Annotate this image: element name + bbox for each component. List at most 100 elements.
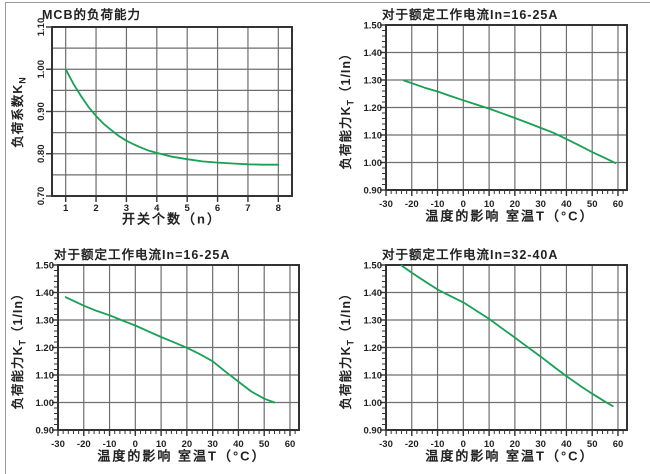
plot-frame bbox=[385, 24, 628, 191]
x-tick-label: -30 bbox=[379, 199, 393, 210]
y-tick-label: 1.00 bbox=[364, 398, 383, 409]
y-tick-label: 1.50 bbox=[364, 261, 383, 272]
chart-derating-in16-25a-top: -30 -20 -10 0 10 20 30 40 50 60 0.90 1.00 1.10 1.20 1.… bbox=[330, 0, 650, 235]
x-tick-label: 30 bbox=[535, 199, 546, 210]
x-tick-label: 8 bbox=[276, 203, 281, 214]
chart-title: MCB的负荷能力 bbox=[42, 8, 141, 22]
chart-derating-in16-25a-bottom: -30 -20 -10 0 10 20 30 40 50 60 0.90 1.00 1.10 1.20 1.… bbox=[2, 240, 322, 474]
x-tick-label: 50 bbox=[587, 199, 598, 210]
y-tick-label: 1.20 bbox=[364, 343, 383, 354]
chart-title: 对于额定工作电流In=16-25A bbox=[54, 248, 231, 262]
y-tick-label: 1.00 bbox=[36, 60, 47, 79]
plot-area: -30 -20 -10 0 10 20 30 40 50 60 0.90 1.00 1.10 1.20 1.… bbox=[36, 261, 300, 450]
x-tick-label: 10 bbox=[484, 439, 495, 450]
x-tick-label: 40 bbox=[561, 439, 572, 450]
y-tick-label: 1.00 bbox=[364, 158, 383, 169]
x-axis-label: 温度的影响 室温T（°C） bbox=[425, 208, 595, 224]
x-tick-label: 40 bbox=[561, 199, 572, 210]
x-tick-label: -10 bbox=[431, 439, 445, 450]
y-axis-label-suffix: （1/In） bbox=[10, 286, 25, 340]
y-axis-label: 负荷能力KT（1/In） bbox=[335, 46, 356, 169]
x-tick-label: -30 bbox=[51, 439, 65, 450]
y-axis-label: 负荷能力KT（1/In） bbox=[335, 286, 356, 409]
y-axis-label: 负荷系数KN bbox=[7, 76, 28, 148]
x-tick-label: 40 bbox=[233, 439, 244, 450]
x-tick-label: 2 bbox=[93, 203, 98, 214]
plot-frame bbox=[385, 264, 628, 431]
x-tick-label: 10 bbox=[156, 439, 167, 450]
y-axis-label-subscript: T bbox=[17, 339, 28, 346]
y-axis-label-subscript: T bbox=[345, 99, 356, 106]
y-tick-label: 1.10 bbox=[364, 131, 383, 142]
y-axis-label: 负荷能力KT（1/In） bbox=[7, 286, 28, 409]
x-tick-label: 20 bbox=[510, 439, 521, 450]
y-tick-label: 1.30 bbox=[36, 316, 55, 327]
plot-area: 1 2 3 4 5 6 7 8 0.70 0.80 0.90 1.00 1.10 bbox=[36, 18, 293, 214]
x-tick-label: -20 bbox=[405, 199, 419, 210]
x-tick-label: -10 bbox=[103, 439, 117, 450]
y-tick-label: 1.10 bbox=[364, 371, 383, 382]
x-tick-label: 4 bbox=[154, 203, 160, 214]
page-border-left bbox=[5, 2, 6, 474]
chart-derating-in32-40a: -30 -20 -10 0 10 20 30 40 50 60 0.90 1.00 1.10 1.20 1.… bbox=[330, 240, 650, 474]
data-curve bbox=[64, 68, 280, 166]
x-tick-label: 0 bbox=[133, 439, 138, 450]
y-axis-label-suffix: （1/In） bbox=[338, 286, 353, 340]
x-tick-label: 20 bbox=[510, 199, 521, 210]
x-tick-label: 10 bbox=[484, 199, 495, 210]
x-tick-label: 30 bbox=[207, 439, 218, 450]
page-border-top bbox=[5, 2, 650, 3]
y-tick-label: 0.70 bbox=[36, 187, 47, 206]
y-tick-label: 1.50 bbox=[364, 21, 383, 32]
y-tick-label: 1.20 bbox=[364, 103, 383, 114]
data-curve bbox=[400, 264, 614, 408]
y-axis-label-text: 负荷能力K bbox=[338, 105, 353, 170]
y-tick-label: 1.10 bbox=[36, 18, 47, 37]
x-tick-label: -20 bbox=[77, 439, 91, 450]
y-tick-label: 1.50 bbox=[36, 261, 55, 272]
data-curve bbox=[403, 79, 617, 165]
y-tick-label: 0.90 bbox=[36, 426, 55, 437]
x-axis-label: 开关个数（n） bbox=[122, 211, 222, 227]
x-tick-label: -30 bbox=[379, 439, 393, 450]
chart-title: 对于额定工作电流In=32-40A bbox=[382, 248, 559, 262]
y-tick-label: 1.00 bbox=[36, 398, 55, 409]
y-tick-label: 0.80 bbox=[36, 145, 47, 164]
x-tick-label: 5 bbox=[185, 203, 191, 214]
x-tick-label: 0 bbox=[461, 439, 466, 450]
data-curve bbox=[64, 296, 276, 404]
y-tick-label: 1.30 bbox=[364, 76, 383, 87]
x-tick-label: -20 bbox=[405, 439, 419, 450]
plot-area: -30 -20 -10 0 10 20 30 40 50 60 0.90 1.00 1.10 1.20 1.… bbox=[364, 21, 628, 210]
y-tick-label: 1.10 bbox=[36, 371, 55, 382]
x-tick-label: 60 bbox=[285, 439, 296, 450]
chart-title: 对于额定工作电流In=16-25A bbox=[382, 8, 559, 22]
chart-mcb-load-capacity: 1 2 3 4 5 6 7 8 0.70 0.80 0.90 1.00 1.10 MCB的负荷能力 负荷… bbox=[2, 0, 322, 235]
x-tick-label: 1 bbox=[63, 203, 69, 214]
plot-area: -30 -20 -10 0 10 20 30 40 50 60 0.90 1.00 1.10 1.20 1.… bbox=[364, 261, 628, 450]
y-tick-label: 1.40 bbox=[364, 288, 383, 299]
y-axis-label-text: 负荷系数K bbox=[10, 83, 25, 148]
plot-frame bbox=[57, 264, 300, 431]
x-tick-label: 50 bbox=[587, 439, 598, 450]
y-tick-label: 0.90 bbox=[364, 426, 383, 437]
x-tick-label: 0 bbox=[461, 199, 466, 210]
y-axis-label-subscript: N bbox=[17, 76, 28, 84]
y-axis-label-suffix: （1/In） bbox=[338, 46, 353, 100]
y-axis-label-subscript: T bbox=[345, 339, 356, 346]
y-axis-label-text: 负荷能力K bbox=[10, 345, 25, 410]
y-axis-label-text: 负荷能力K bbox=[338, 345, 353, 410]
plot-frame bbox=[51, 26, 293, 197]
y-tick-label: 1.40 bbox=[364, 48, 383, 59]
y-tick-label: 0.90 bbox=[364, 186, 383, 197]
y-tick-label: 1.40 bbox=[36, 288, 55, 299]
x-tick-label: 6 bbox=[215, 203, 220, 214]
x-tick-label: 30 bbox=[535, 439, 546, 450]
x-axis-label: 温度的影响 室温T（°C） bbox=[425, 448, 595, 464]
x-tick-label: 20 bbox=[182, 439, 193, 450]
y-tick-label: 1.20 bbox=[36, 343, 55, 354]
x-tick-label: 60 bbox=[613, 199, 624, 210]
x-tick-label: 3 bbox=[124, 203, 129, 214]
x-tick-label: 7 bbox=[245, 203, 250, 214]
